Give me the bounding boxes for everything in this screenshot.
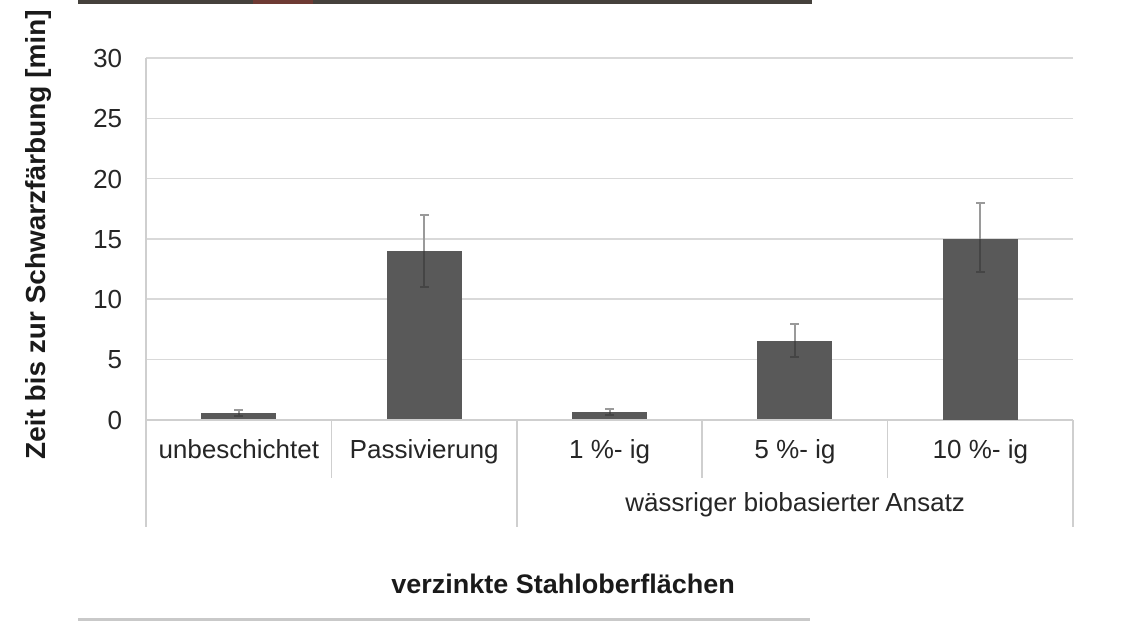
group-separator-left [516,477,518,527]
error-bar-inner [237,413,240,417]
error-bar-upper [608,408,611,412]
error-bar-cap-top [419,213,429,216]
error-bar-inner [423,250,426,287]
gridline-10 [146,298,1073,300]
gridline-20 [146,177,1073,180]
bottom-crop-line [78,618,810,621]
top-crop-line-red-segment [253,0,313,4]
category-label-5: 10 %- ig [932,433,1028,464]
error-bar-cap-bottom [419,285,429,288]
gridline-25 [146,117,1073,119]
y-tick-label-30: 30 [93,43,122,73]
category-label-3: 1 %- ig [569,433,650,464]
gridline-30 [146,57,1073,59]
error-bar-cap-top [790,323,800,326]
x-axis-title: verzinkte Stahloberflächen [391,569,735,599]
axis-right-border [1072,419,1074,527]
error-bar-cap-bottom [605,413,614,416]
y-tick-label-5: 5 [107,344,122,375]
error-bar-cap-top [234,409,244,412]
error-bar-upper [237,410,240,414]
y-tick-label-20: 20 [93,163,122,194]
error-bar-upper [793,324,796,342]
y-axis-line [145,58,147,527]
y-tick-label-10: 10 [93,284,122,314]
error-bar-upper [423,214,426,251]
category-label-4: 5 %- ig [754,433,836,464]
category-separator [330,419,333,478]
error-bar-inner [979,238,982,273]
error-bar-cap-top [605,407,614,410]
error-bar-inner [793,341,796,357]
category-label-2: Passivierung [349,433,499,464]
error-bar-upper [979,202,982,239]
y-tick-label-25: 25 [93,103,122,134]
error-bar-cap-bottom [790,355,800,358]
error-bar-cap-top [975,201,985,204]
error-bar-cap-bottom [975,271,985,274]
error-bar-cap-bottom [234,415,244,418]
gridline-5 [146,358,1073,360]
category-separator [886,419,889,478]
x-axis-baseline [146,418,1073,421]
category-group-label: wässriger biobasierter Ansatz [625,486,965,517]
error-bar-inner [608,411,611,415]
category-separator [701,419,703,478]
category-label-1: unbeschichtet [158,433,319,464]
y-tick-label-15: 15 [93,223,122,254]
y-tick-label-0: 0 [107,404,122,435]
category-separator [516,419,518,478]
top-crop-line [78,0,812,4]
gridline-15 [146,238,1073,240]
